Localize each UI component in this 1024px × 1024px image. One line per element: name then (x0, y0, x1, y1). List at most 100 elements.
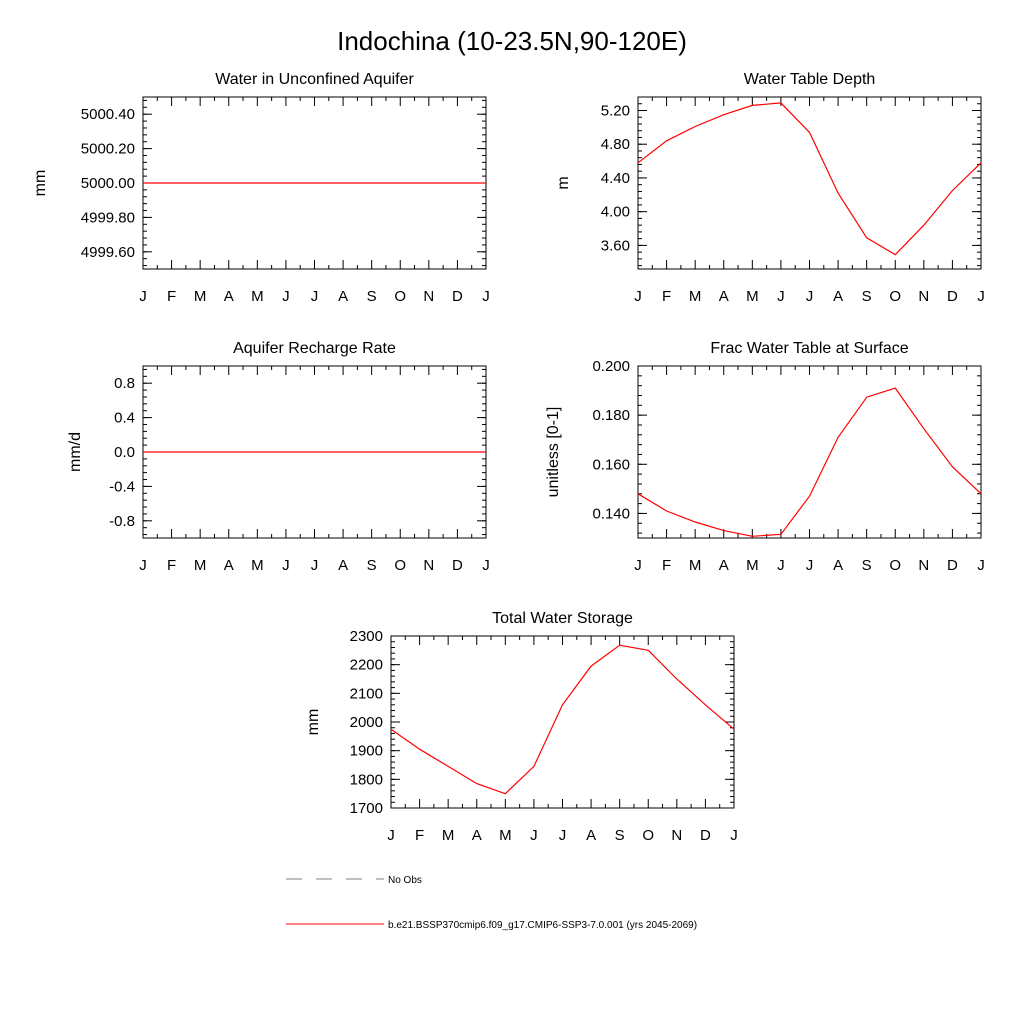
y-axis-label: m (555, 176, 572, 189)
x-tick-label: J (806, 288, 814, 305)
x-tick-label: J (634, 557, 642, 574)
y-tick-label: 5.20 (601, 102, 630, 119)
y-axis-label: mm/d (67, 432, 84, 472)
y-tick-label: 0.0 (114, 444, 135, 461)
x-tick-label: J (977, 557, 985, 574)
x-tick-label: A (586, 827, 596, 844)
x-tick-label: S (367, 288, 377, 305)
x-tick-label: D (452, 288, 463, 305)
x-tick-label: M (251, 557, 264, 574)
y-tick-label: 4999.80 (81, 209, 135, 226)
x-tick-label: J (311, 557, 319, 574)
plot-title: Frac Water Table at Surface (710, 340, 908, 357)
plot-title: Water in Unconfined Aquifer (215, 71, 414, 88)
x-tick-label: A (719, 288, 729, 305)
x-tick-label: O (889, 288, 901, 305)
legend-obs-label: No Obs (388, 875, 422, 886)
y-axis-label: unitless [0-1] (545, 407, 562, 498)
x-tick-label: A (719, 557, 729, 574)
legend-model-label: b.e21.BSSP370cmip6.f09_g17.CMIP6-SSP3-7.… (388, 920, 697, 931)
y-tick-label: -0.8 (109, 513, 135, 530)
plot-frame (390, 635, 735, 809)
series-line (390, 644, 735, 795)
x-tick-label: A (833, 288, 843, 305)
x-tick-label: J (777, 557, 785, 574)
x-tick-label: J (311, 288, 319, 305)
x-tick-label: N (918, 288, 929, 305)
x-tick-label: M (251, 288, 264, 305)
x-tick-label: A (224, 288, 234, 305)
x-tick-label: M (746, 557, 759, 574)
x-tick-label: A (338, 288, 348, 305)
x-tick-label: J (634, 288, 642, 305)
plot-frame (637, 365, 982, 539)
x-tick-label: M (194, 288, 207, 305)
y-tick-label: 5000.00 (81, 175, 135, 192)
plot-frame (637, 96, 982, 270)
x-tick-label: N (423, 288, 434, 305)
x-tick-label: F (167, 557, 176, 574)
y-tick-label: 2000 (350, 714, 383, 731)
x-tick-label: O (642, 827, 654, 844)
x-tick-label: J (482, 557, 490, 574)
y-tick-label: 2300 (350, 628, 383, 645)
x-tick-label: J (730, 827, 738, 844)
series-line (637, 102, 982, 256)
y-tick-label: 0.140 (592, 505, 630, 522)
plot-title: Water Table Depth (744, 71, 876, 88)
x-tick-label: D (947, 288, 958, 305)
x-tick-label: J (777, 288, 785, 305)
x-tick-label: F (415, 827, 424, 844)
x-tick-label: N (918, 557, 929, 574)
y-tick-label: 0.180 (592, 407, 630, 424)
x-tick-label: J (139, 288, 147, 305)
plot-title: Total Water Storage (492, 610, 633, 627)
x-tick-label: M (689, 288, 702, 305)
x-tick-label: S (862, 288, 872, 305)
x-tick-label: D (452, 557, 463, 574)
y-tick-label: 2100 (350, 685, 383, 702)
x-tick-label: J (139, 557, 147, 574)
x-tick-label: M (746, 288, 759, 305)
x-tick-label: M (499, 827, 512, 844)
x-tick-label: S (862, 557, 872, 574)
y-tick-label: 0.8 (114, 375, 135, 392)
y-tick-label: 2200 (350, 657, 383, 674)
x-tick-label: J (559, 827, 567, 844)
plot-title: Aquifer Recharge Rate (233, 340, 396, 357)
y-tick-label: 1700 (350, 800, 383, 817)
y-tick-label: 0.160 (592, 456, 630, 473)
x-tick-label: D (700, 827, 711, 844)
y-tick-label: 4999.60 (81, 244, 135, 261)
x-tick-label: F (167, 288, 176, 305)
x-tick-label: F (662, 288, 671, 305)
x-tick-label: O (394, 557, 406, 574)
legend: No Obs b.e21.BSSP370cmip6.f09_g17.CMIP6-… (286, 875, 697, 931)
y-tick-label: 0.4 (114, 410, 135, 427)
x-tick-label: J (282, 557, 290, 574)
x-tick-label: S (615, 827, 625, 844)
x-tick-label: M (194, 557, 207, 574)
x-tick-label: N (671, 827, 682, 844)
x-tick-label: M (689, 557, 702, 574)
x-tick-label: J (282, 288, 290, 305)
x-tick-label: S (367, 557, 377, 574)
x-tick-label: A (338, 557, 348, 574)
series-line (637, 387, 982, 537)
x-tick-label: O (889, 557, 901, 574)
x-tick-label: A (833, 557, 843, 574)
x-tick-label: J (530, 827, 538, 844)
y-tick-label: 1900 (350, 743, 383, 760)
y-tick-label: 4.40 (601, 170, 630, 187)
chart-panel-frac-water-table-at-surface: Frac Water Table at Surface unitless [0-1… (545, 340, 985, 574)
x-tick-label: J (806, 557, 814, 574)
y-tick-label: 4.00 (601, 204, 630, 221)
main-title: Indochina (10-23.5N,90-120E) (337, 26, 687, 56)
y-axis-label: mm (305, 709, 322, 736)
